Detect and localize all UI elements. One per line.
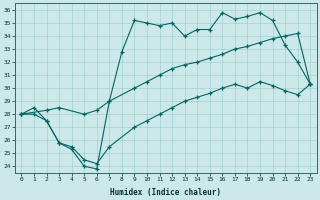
X-axis label: Humidex (Indice chaleur): Humidex (Indice chaleur) <box>110 188 221 197</box>
